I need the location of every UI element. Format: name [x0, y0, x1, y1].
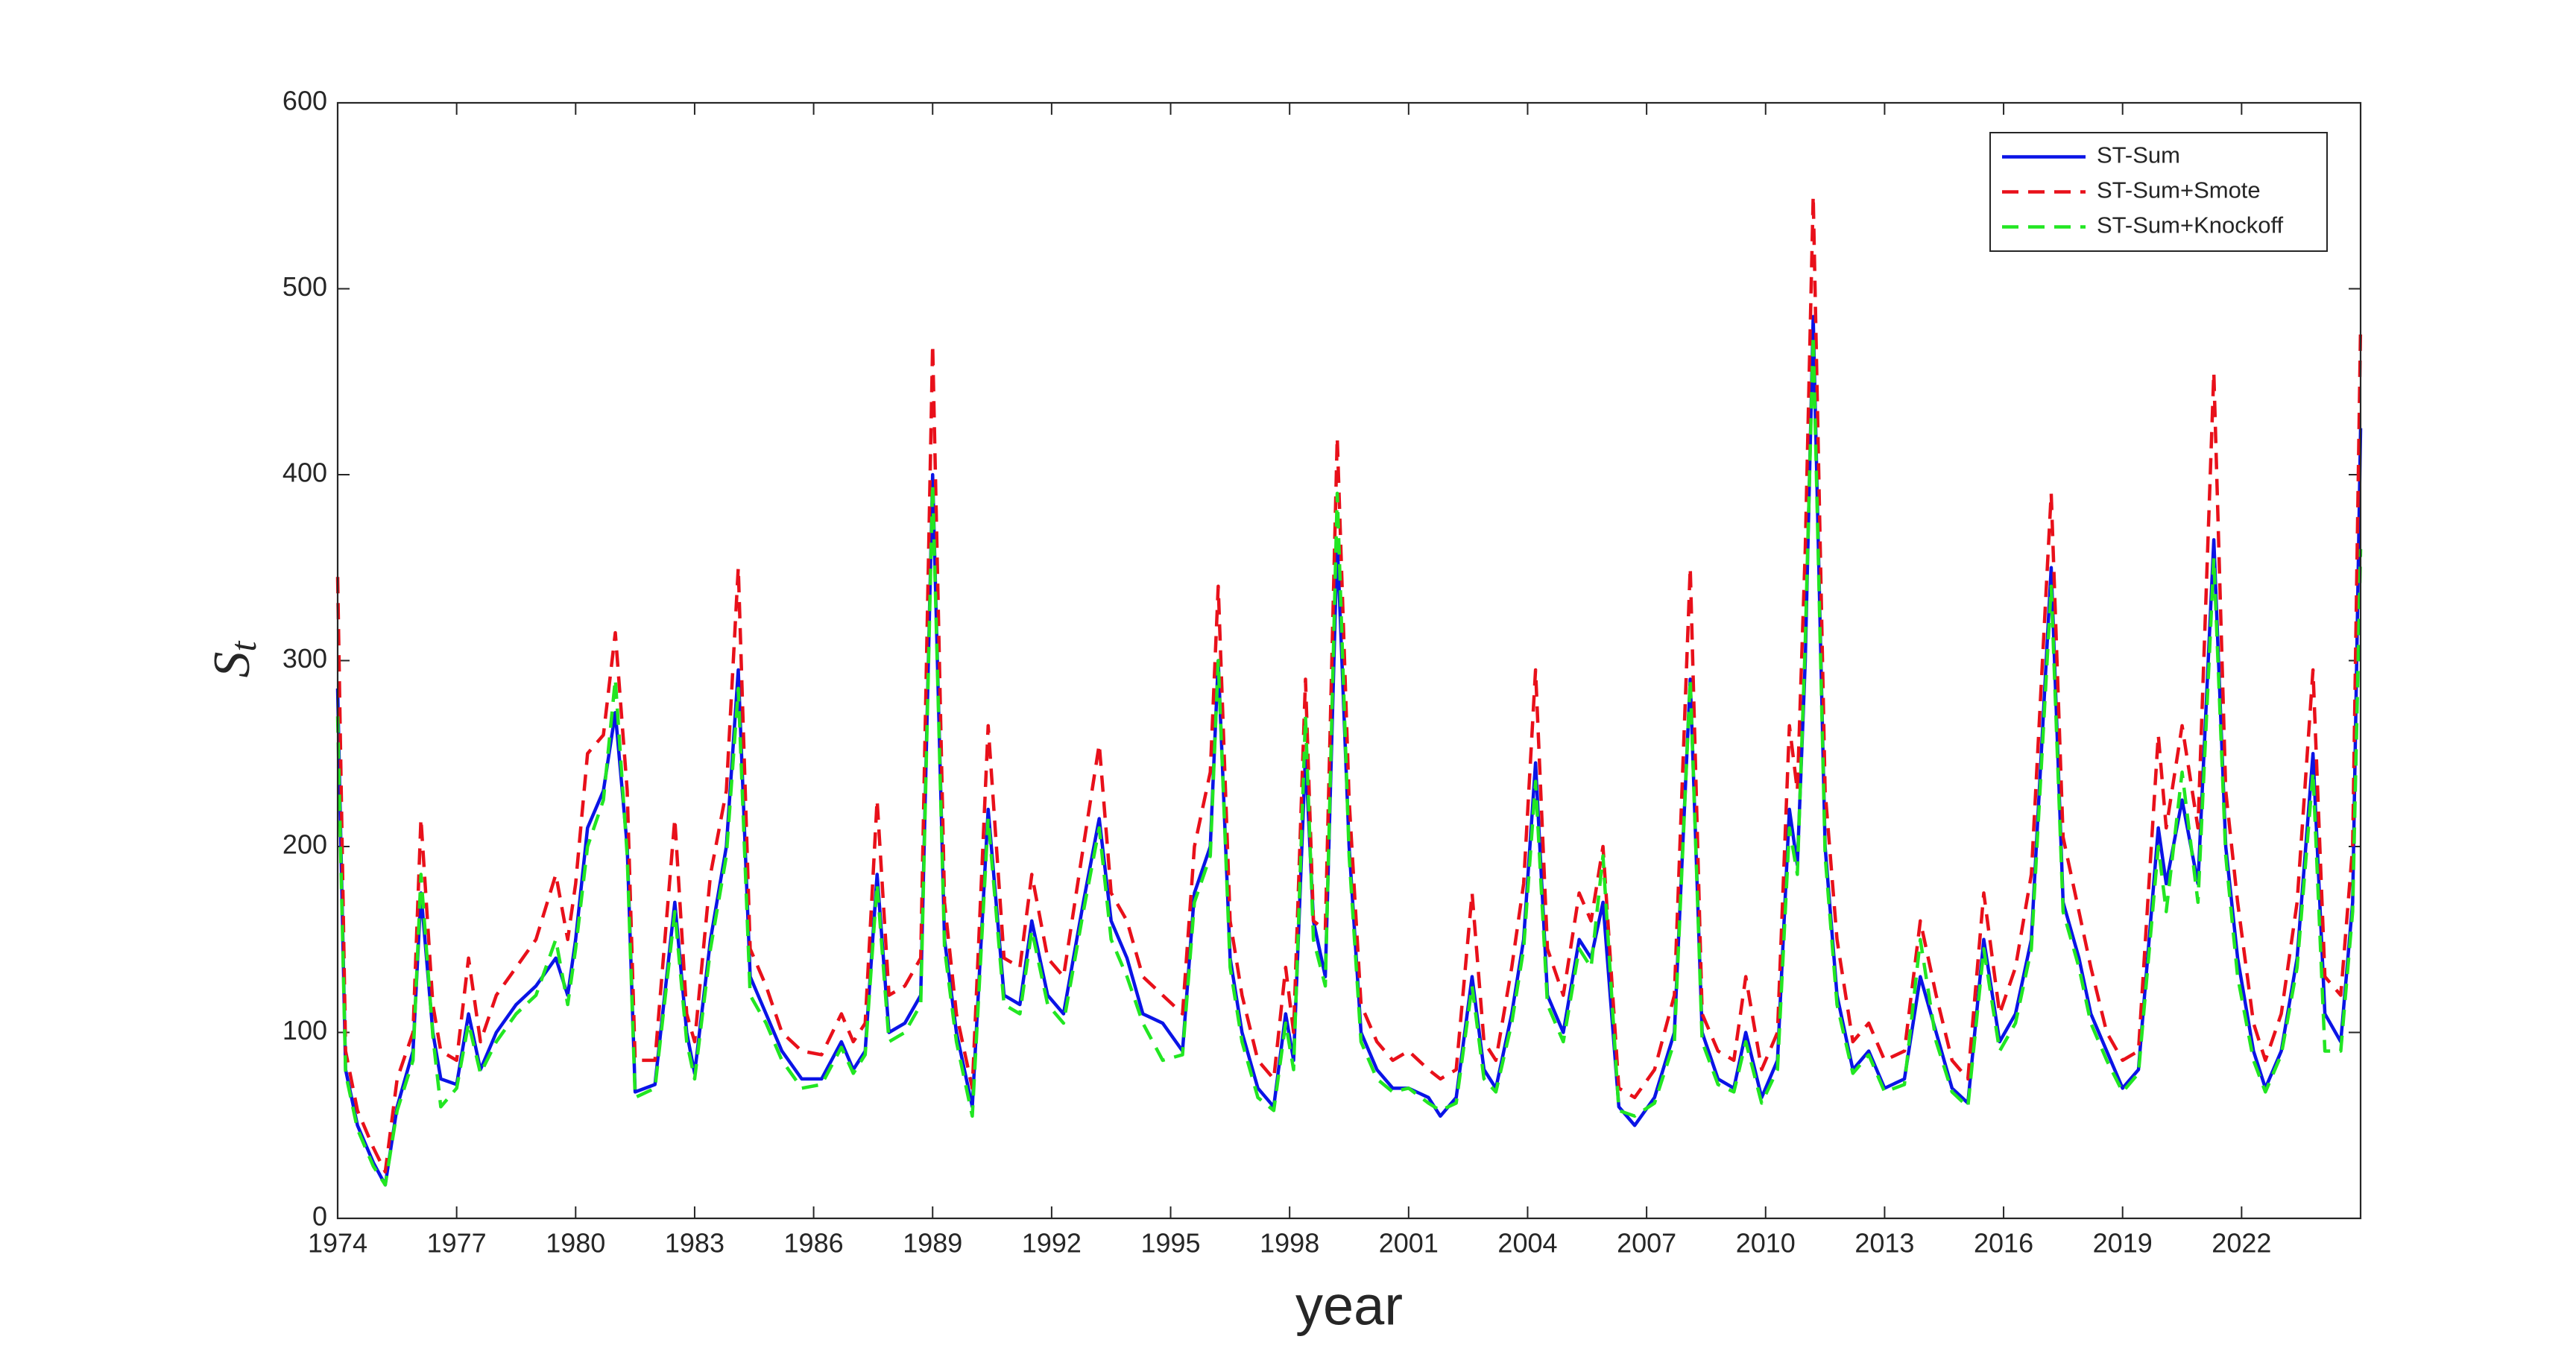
y-tick-label: 200 — [282, 829, 327, 860]
x-tick-label: 1995 — [1140, 1228, 1200, 1259]
y-tick-label: 100 — [282, 1015, 327, 1045]
plot-area — [338, 103, 2361, 1218]
y-axis-label: St — [203, 640, 264, 677]
x-tick-label: 1974 — [308, 1228, 367, 1259]
x-tick-label: 2022 — [2212, 1228, 2271, 1259]
legend-label: ST-Sum — [2097, 142, 2180, 168]
y-tick-label: 600 — [282, 86, 327, 116]
x-tick-label: 2016 — [1974, 1228, 2033, 1259]
x-tick-label: 1986 — [784, 1228, 844, 1259]
x-axis-label: year — [1295, 1275, 1403, 1337]
x-tick-label: 1983 — [665, 1228, 724, 1259]
x-tick-label: 1977 — [427, 1228, 487, 1259]
x-tick-label: 1992 — [1022, 1228, 1082, 1259]
x-tick-label: 2013 — [1854, 1228, 1914, 1259]
legend-label: ST-Sum+Knockoff — [2097, 212, 2284, 238]
plot-frame — [336, 101, 2362, 1220]
legend-label: ST-Sum+Smote — [2097, 177, 2261, 203]
x-tick-label: 1998 — [1260, 1228, 1319, 1259]
x-tick-label: 2004 — [1497, 1228, 1557, 1259]
y-axis-label-subscript: t — [222, 640, 264, 651]
x-tick-label: 2007 — [1617, 1228, 1676, 1259]
x-tick-label: 2001 — [1379, 1228, 1439, 1259]
y-tick-label: 400 — [282, 458, 327, 488]
y-tick-label: 500 — [282, 271, 327, 302]
y-tick-label: 0 — [312, 1201, 327, 1232]
y-axis-label-main: S — [203, 651, 261, 677]
x-tick-label: 1980 — [546, 1228, 605, 1259]
x-tick-label: 2019 — [2093, 1228, 2153, 1259]
x-tick-label: 2010 — [1736, 1228, 1796, 1259]
legend-box — [1989, 132, 2328, 252]
series-line — [335, 194, 2363, 1174]
y-tick-label: 300 — [282, 643, 327, 674]
x-tick-label: 1989 — [903, 1228, 962, 1259]
legend: ST-Sum ST-Sum+Smote ST-Sum+Knockoff — [1989, 132, 2328, 252]
